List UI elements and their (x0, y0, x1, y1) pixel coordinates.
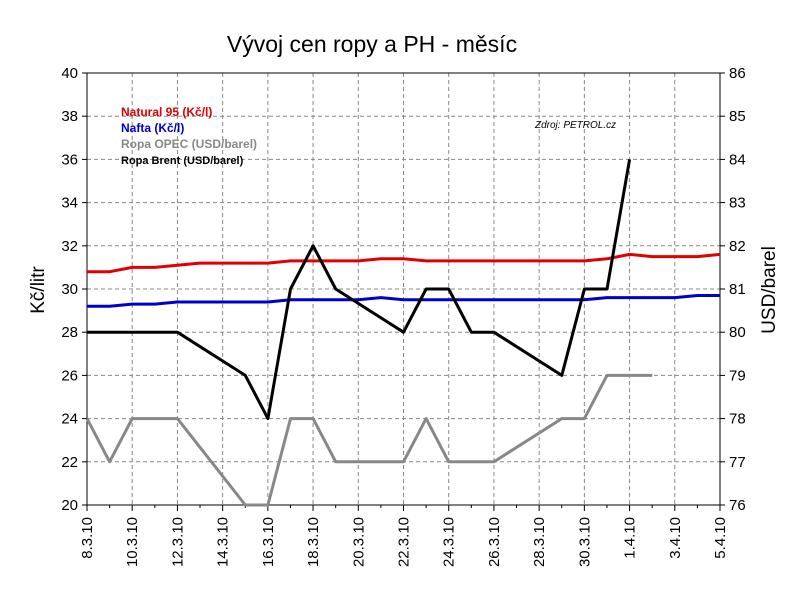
y-tick-label: 28 (61, 324, 78, 341)
legend-opec: Ropa OPEC (USD/barel) (121, 137, 257, 151)
series-group (85, 159, 721, 507)
x-tick-label: 28.3.10 (531, 517, 548, 567)
series-line-3 (87, 159, 632, 421)
y-axis-left: 20 22 24 26 28 30 32 34 36 38 40 (61, 65, 87, 514)
y2-tick-label: 78 (729, 411, 746, 428)
y2-tick-label: 79 (729, 367, 746, 384)
x-tick-label: 10.3.10 (124, 517, 141, 567)
legend-brent: Ropa Brent (USD/barel) (121, 155, 244, 167)
x-tick-label: 22.3.10 (396, 517, 413, 567)
y-tick-label: 20 (61, 497, 78, 514)
y-axis-right: 76 77 78 79 80 81 82 83 84 85 86 (720, 65, 746, 514)
y2-tick-label: 82 (729, 238, 746, 255)
y2-tick-label: 85 (729, 108, 746, 125)
x-tick-label: 16.3.10 (260, 517, 277, 567)
y2-tick-label: 76 (729, 497, 746, 514)
x-tick-label: 3.4.10 (667, 517, 684, 559)
x-axis: 8.3.10 10.3.10 12.3.10 14.3.10 16.3.10 18.3.1… (79, 505, 729, 567)
x-tick-label: 12.3.10 (169, 517, 186, 567)
x-tick-label: 1.4.10 (622, 517, 639, 559)
y-tick-label: 38 (61, 108, 78, 125)
series-line-2 (85, 373, 653, 507)
x-tick-label: 20.3.10 (350, 517, 367, 567)
x-tick-label: 14.3.10 (215, 517, 232, 567)
y2-tick-label: 77 (729, 454, 746, 471)
y2-tick-label: 86 (729, 65, 746, 82)
y-tick-label: 22 (61, 454, 78, 471)
y-tick-label: 24 (61, 411, 78, 428)
y2-tick-label: 81 (729, 281, 746, 298)
series-line-0 (87, 252, 721, 274)
y-tick-label: 32 (61, 238, 78, 255)
grid (87, 73, 720, 505)
y-tick-label: 34 (61, 195, 78, 212)
x-tick-label: 5.4.10 (712, 517, 729, 559)
legend-natural95: Natural 95 (Kč/l) (121, 105, 212, 119)
y-tick-label: 30 (61, 281, 78, 298)
y-tick-label: 36 (61, 151, 78, 168)
legend: Natural 95 (Kč/l) Nafta (Kč/l) Ropa OPEC… (121, 105, 257, 167)
y-tick-label: 40 (61, 65, 78, 82)
x-tick-label: 26.3.10 (486, 517, 503, 567)
y2-tick-label: 84 (729, 151, 746, 168)
y-axis-label: Kč/litr (28, 266, 49, 314)
source-note: Zdroj: PETROL.cz (534, 120, 616, 131)
chart-title: Vývoj cen ropy a PH - měsíc (227, 31, 517, 57)
y2-tick-label: 83 (729, 195, 746, 212)
y2-tick-label: 80 (729, 324, 746, 341)
series-line-1 (87, 294, 720, 308)
x-tick-label: 8.3.10 (79, 517, 96, 559)
y-tick-label: 26 (61, 367, 78, 384)
x-tick-label: 24.3.10 (441, 517, 458, 567)
x-tick-label: 18.3.10 (305, 517, 322, 567)
legend-nafta: Nafta (Kč/l) (121, 121, 184, 135)
y2-axis-label: USD/barel (759, 246, 780, 334)
x-tick-label: 30.3.10 (576, 517, 593, 567)
